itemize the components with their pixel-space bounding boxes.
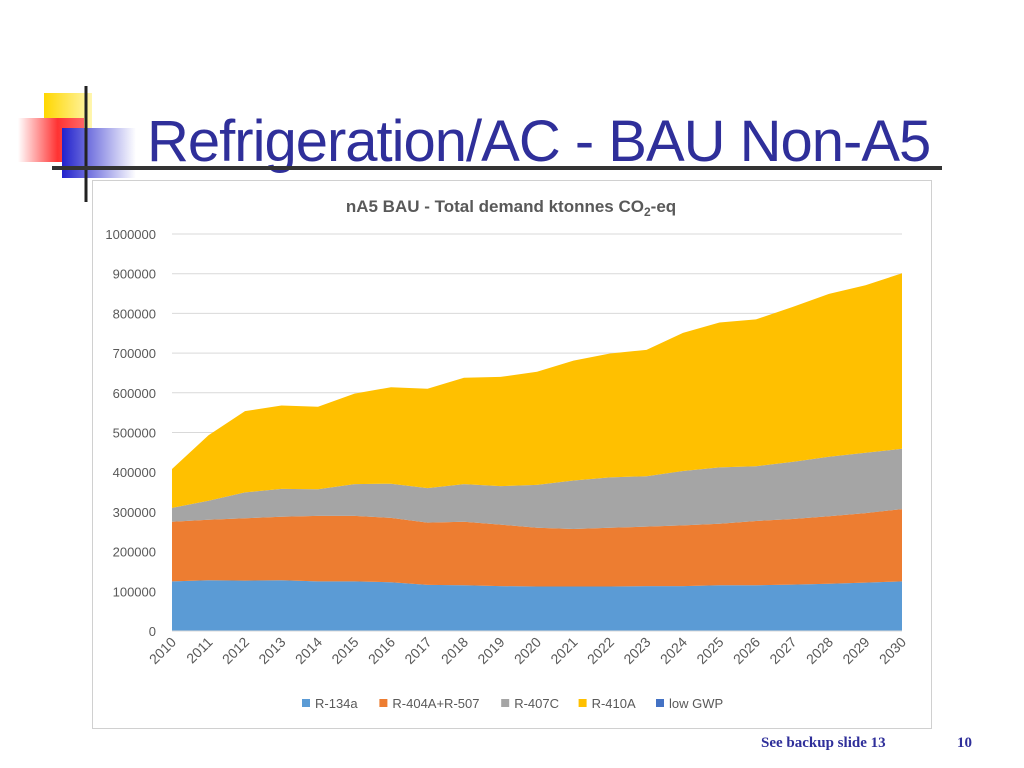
- stacked-area-chart: nA5 BAU - Total demand ktonnes CO2-eq 0 10…: [105, 197, 909, 711]
- x-tick-label: 2026: [730, 634, 763, 667]
- x-tick-label: 2029: [839, 634, 872, 667]
- title-underline: [52, 166, 942, 170]
- x-tick-label: 2020: [511, 634, 544, 667]
- legend-label-low-gwp: low GWP: [669, 696, 723, 711]
- y-tick-label: 0: [149, 624, 156, 639]
- x-tick-label: 2028: [803, 634, 836, 667]
- legend-swatch-r-134a: [302, 699, 310, 707]
- legend-label-r-134a: R-134a: [315, 696, 358, 711]
- y-tick-label: 300000: [113, 505, 156, 520]
- x-tick-label: 2019: [474, 634, 507, 667]
- chart-title: nA5 BAU - Total demand ktonnes CO2-eq: [346, 197, 676, 219]
- y-tick-label: 400000: [113, 465, 156, 480]
- legend-swatch-r-410a: [578, 699, 587, 707]
- area-series-r-407c: [172, 448, 902, 529]
- y-tick-label: 200000: [113, 545, 156, 560]
- y-tick-label: 600000: [113, 386, 156, 401]
- legend-swatch-r-407c: [501, 699, 510, 707]
- y-tick-label: 700000: [113, 346, 156, 361]
- x-tick-label: 2024: [657, 634, 690, 667]
- legend-swatch-r-404a-r-507: [379, 699, 388, 707]
- page-number: 10: [957, 735, 972, 751]
- y-tick-label: 900000: [113, 267, 156, 282]
- x-tick-label: 2017: [401, 634, 434, 667]
- x-tick-label: 2013: [255, 634, 288, 667]
- x-tick-label: 2022: [584, 634, 617, 667]
- area-series-r-410a: [172, 273, 902, 508]
- x-tick-label: 2011: [183, 634, 216, 667]
- y-tick-label: 800000: [113, 306, 156, 321]
- x-tick-label: 2016: [365, 634, 398, 667]
- y-tick-label: 100000: [113, 584, 156, 599]
- legend-label-r-410a: R-410A: [592, 696, 636, 711]
- legend-label-r-404a-r-507: R-404A+R-507: [392, 696, 479, 711]
- legend-swatch-low-gwp: [656, 699, 664, 707]
- y-tick-label: 1000000: [105, 227, 156, 242]
- y-tick-label: 500000: [113, 426, 156, 441]
- slide-title: Refrigeration/AC - BAU Non-A5: [147, 109, 931, 174]
- x-tick-label: 2021: [547, 634, 580, 667]
- area-series-r-134a: [172, 580, 902, 631]
- area-series-r-404a-r-507: [172, 509, 902, 587]
- backup-slide-link[interactable]: See backup slide 13: [761, 735, 886, 751]
- x-tick-label: 2027: [766, 634, 799, 667]
- x-tick-label: 2018: [438, 634, 471, 667]
- x-tick-label: 2014: [292, 634, 325, 667]
- x-tick-label: 2025: [693, 634, 726, 667]
- x-tick-label: 2023: [620, 634, 653, 667]
- x-tick-label: 2012: [219, 634, 252, 667]
- x-tick-label: 2030: [876, 634, 909, 667]
- x-tick-label: 2015: [328, 634, 361, 667]
- legend-label-r-407c: R-407C: [514, 696, 559, 711]
